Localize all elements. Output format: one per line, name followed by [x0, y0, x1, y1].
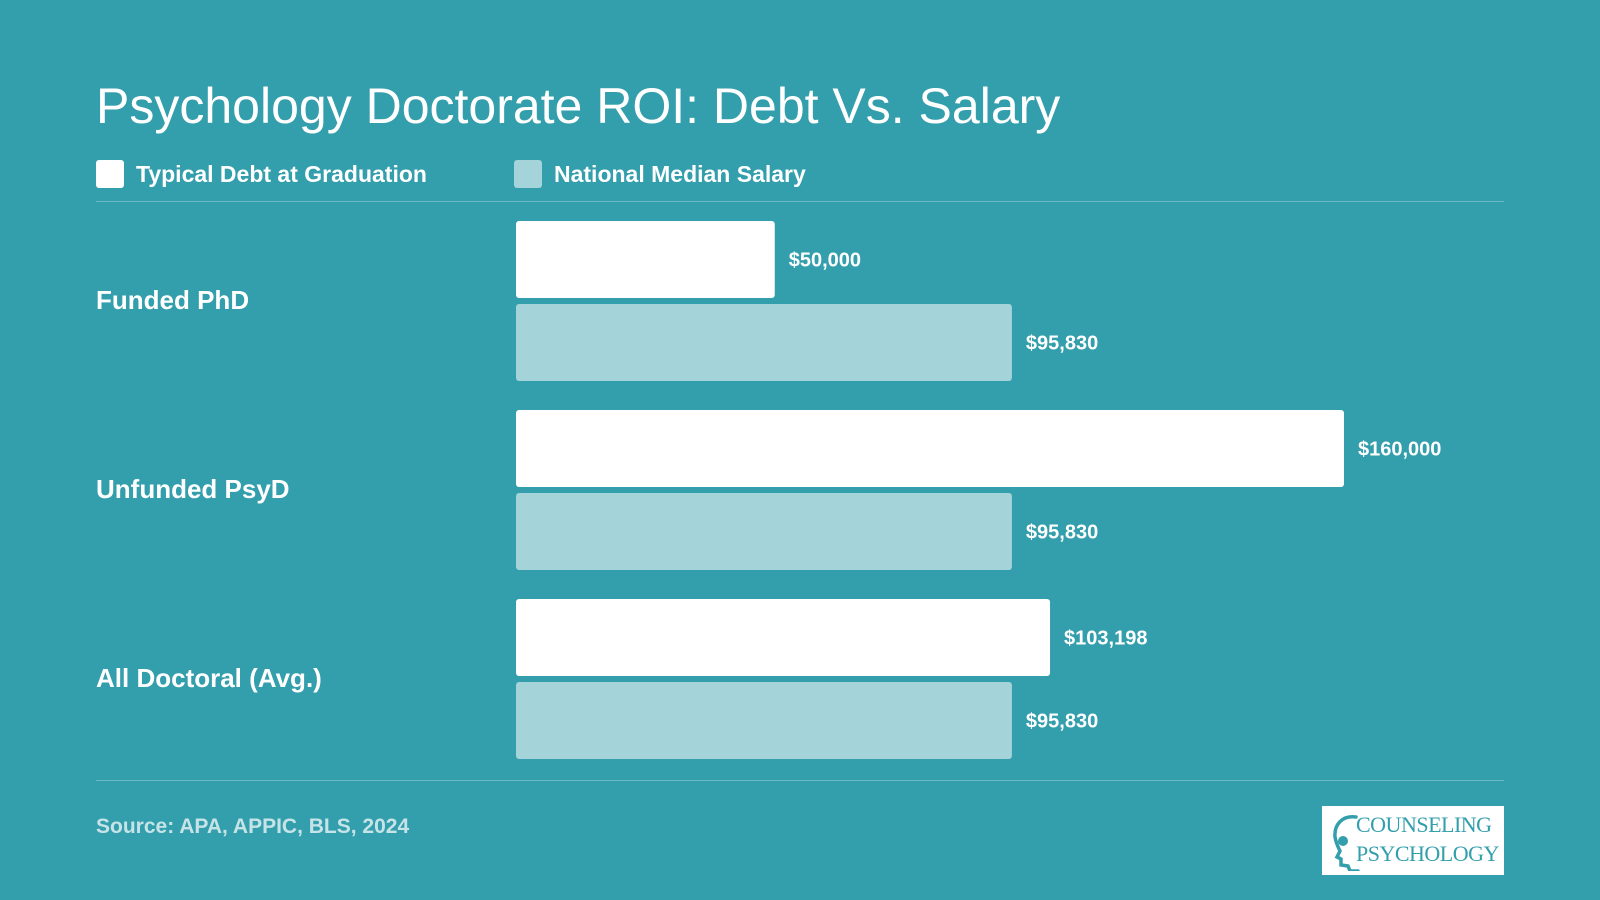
legend-label-debt: Typical Debt at Graduation [136, 160, 427, 187]
source-note: Source: APA, APPIC, BLS, 2024 [96, 815, 410, 838]
category-label: All Doctoral (Avg.) [96, 663, 322, 693]
counseling-psychology-logo: COUNSELING PSYCHOLOGY [1322, 806, 1504, 875]
legend-label-salary: National Median Salary [554, 160, 806, 187]
debt-value-label: $160,000 [1358, 439, 1441, 461]
legend-item-salary: National Median Salary [514, 160, 806, 188]
debt-bar [516, 599, 1051, 676]
salary-value-label: $95,830 [1026, 522, 1098, 544]
legend-swatch-debt [96, 160, 124, 188]
debt-bar [516, 221, 775, 298]
chart-title: Psychology Doctorate ROI: Debt Vs. Salar… [96, 78, 1061, 134]
top-divider [96, 201, 1504, 202]
debt-bar [516, 410, 1344, 487]
logo-line-1: COUNSELING [1356, 812, 1492, 837]
category-label: Unfunded PsyD [96, 474, 290, 504]
bottom-divider [96, 780, 1504, 781]
debt-value-label: $50,000 [789, 250, 861, 272]
salary-bar [516, 493, 1012, 570]
legend-swatch-salary [514, 160, 542, 188]
salary-value-label: $95,830 [1026, 711, 1098, 733]
head-profile-icon [1333, 815, 1360, 871]
category-label: Funded PhD [96, 285, 249, 315]
legend-item-debt: Typical Debt at Graduation [96, 160, 427, 188]
logo-line-2: PSYCHOLOGY [1356, 841, 1499, 866]
salary-bar [516, 304, 1012, 381]
salary-bar [516, 682, 1012, 759]
debt-value-label: $103,198 [1064, 628, 1147, 650]
salary-value-label: $95,830 [1026, 333, 1098, 355]
